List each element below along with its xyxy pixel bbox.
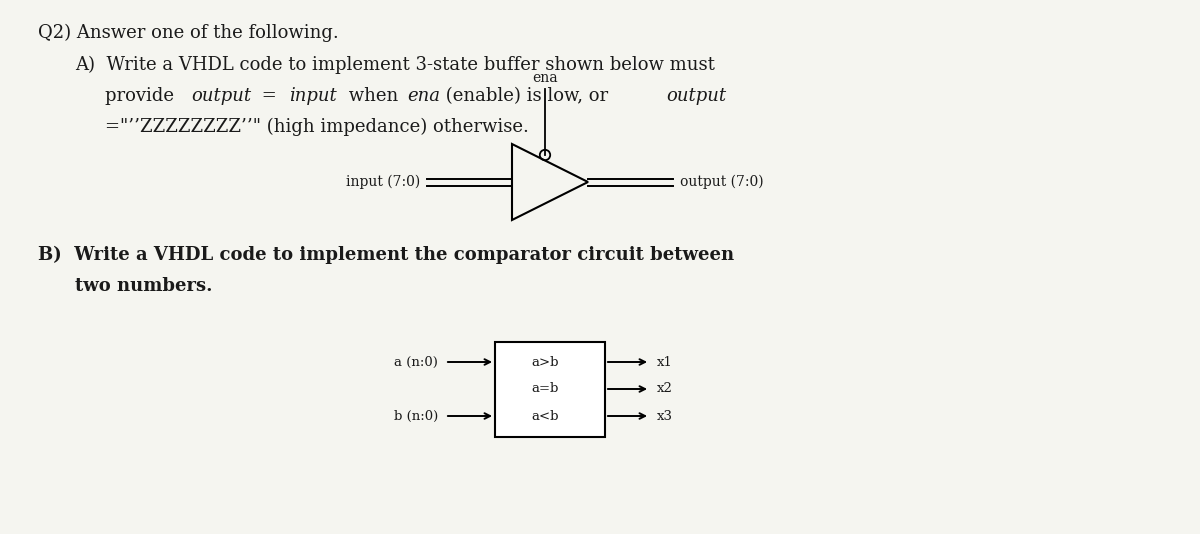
Text: ena: ena (532, 71, 558, 85)
Text: two numbers.: two numbers. (74, 277, 212, 295)
Text: x1: x1 (658, 356, 673, 368)
Text: provide: provide (106, 87, 180, 105)
Text: output: output (192, 87, 252, 105)
Text: ena: ena (408, 87, 440, 105)
Text: x3: x3 (658, 410, 673, 422)
Bar (496, 342, 605, 436)
Text: b (n:0): b (n:0) (394, 410, 438, 422)
Text: when: when (343, 87, 403, 105)
Text: Q2) Answer one of the following.: Q2) Answer one of the following. (38, 24, 338, 42)
Text: a>b: a>b (532, 356, 559, 368)
Text: a<b: a<b (532, 410, 559, 422)
Text: x2: x2 (658, 382, 673, 396)
Text: input (7:0): input (7:0) (346, 175, 420, 189)
Text: A)  Write a VHDL code to implement 3-state buffer shown below must: A) Write a VHDL code to implement 3-stat… (74, 56, 715, 74)
Text: output (7:0): output (7:0) (680, 175, 763, 189)
Text: ="’’ZZZZZZZZ’’" (high impedance) otherwise.: ="’’ZZZZZZZZ’’" (high impedance) otherwi… (106, 118, 529, 136)
Text: =: = (257, 87, 283, 105)
Text: output: output (667, 87, 727, 105)
Text: (enable) is low, or: (enable) is low, or (439, 87, 613, 105)
Text: a (n:0): a (n:0) (394, 356, 438, 368)
Text: B)  Write a VHDL code to implement the comparator circuit between: B) Write a VHDL code to implement the co… (38, 246, 734, 264)
Text: a=b: a=b (532, 382, 559, 396)
Text: input: input (289, 87, 336, 105)
